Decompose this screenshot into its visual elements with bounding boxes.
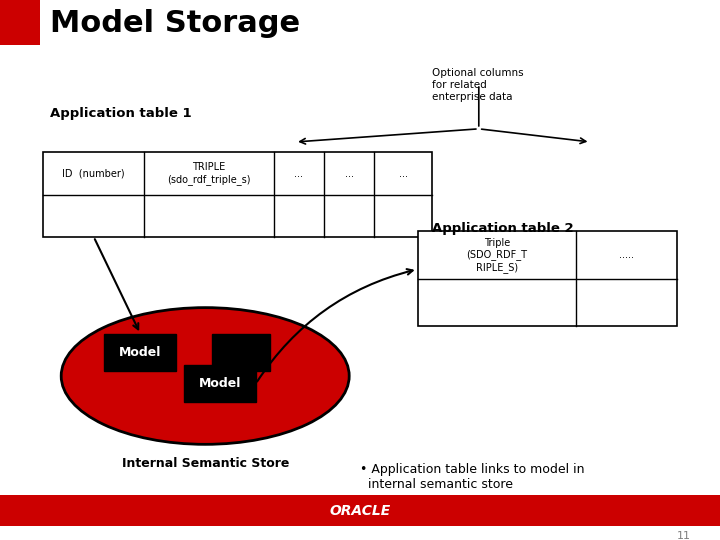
Text: Model: Model [120, 346, 161, 359]
Text: ...: ... [345, 168, 354, 179]
Text: Application table 2: Application table 2 [432, 222, 574, 235]
Bar [43, 152, 432, 237]
Text: ...: ... [294, 168, 303, 179]
Ellipse shape [61, 308, 349, 444]
Bar [104, 334, 176, 371]
Text: • Application table links to model in
  internal semantic store: • Application table links to model in in… [360, 463, 585, 491]
Bar [0, 0, 40, 45]
Text: Model: Model [199, 377, 240, 390]
Bar [0, 495, 720, 526]
Text: Model Storage: Model Storage [50, 9, 300, 38]
Bar [418, 231, 677, 326]
Text: ...: ... [399, 168, 408, 179]
Text: Application table 1: Application table 1 [50, 106, 192, 119]
Text: TRIPLE
(sdo_rdf_triple_s): TRIPLE (sdo_rdf_triple_s) [167, 163, 251, 185]
Bar [212, 334, 270, 371]
Bar [184, 366, 256, 402]
Text: 11: 11 [677, 531, 691, 540]
Text: Internal Semantic Store: Internal Semantic Store [122, 457, 289, 470]
Text: .....: ..... [619, 250, 634, 260]
Text: Optional columns
for related
enterprise data: Optional columns for related enterprise … [432, 69, 523, 102]
Text: ID  (number): ID (number) [63, 168, 125, 179]
Text: Triple
(SDO_RDF_T
RIPLE_S): Triple (SDO_RDF_T RIPLE_S) [467, 238, 527, 273]
Text: ORACLE: ORACLE [329, 504, 391, 518]
